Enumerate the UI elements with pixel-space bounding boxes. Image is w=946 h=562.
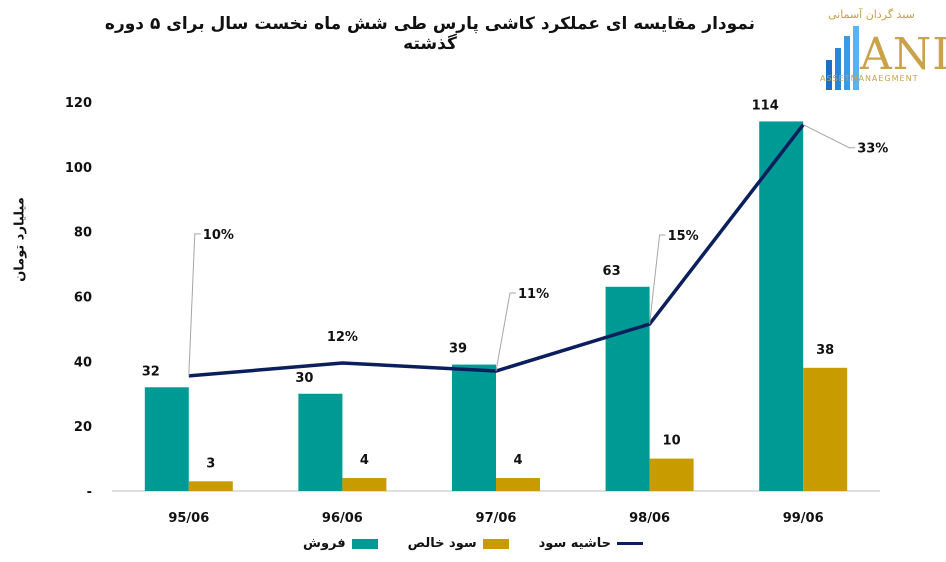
- net-profit-data-label: 4: [360, 453, 369, 468]
- y-tick-label: -: [87, 485, 92, 500]
- y-tick-label: 60: [74, 291, 92, 306]
- margin-leader-line: [649, 234, 666, 325]
- legend-item-net-profit: سود خالص: [408, 536, 509, 551]
- sales-bar: [144, 387, 189, 491]
- x-tick-label: 98/06: [629, 511, 670, 526]
- y-tick-label: 80: [74, 226, 92, 241]
- net-profit-data-label: 3: [206, 456, 215, 471]
- sales-bar: [298, 393, 343, 491]
- logo-tagline: سبد گردان آسمانی: [828, 8, 915, 21]
- logo-subtitle: ASSETMANAEGMENT: [820, 74, 919, 83]
- net-profit-data-label: 10: [663, 434, 681, 449]
- y-tick-label: 40: [74, 355, 92, 370]
- sales-bar: [605, 286, 650, 491]
- x-tick-label: 99/06: [783, 511, 824, 526]
- legend-label-net-profit: سود خالص: [407, 536, 477, 551]
- x-tick-label: 96/06: [322, 511, 363, 526]
- x-tick-label: 97/06: [476, 511, 517, 526]
- legend-swatch-net-profit: [482, 538, 509, 549]
- sales-bar: [759, 121, 804, 491]
- y-tick-label: 20: [74, 420, 92, 435]
- chart-canvas: - 20 40 60 80 100 120 32 3 95/06 30 4 96/06 39 4 97/06 6…: [65, 96, 888, 526]
- sales-data-label: 30: [295, 371, 313, 386]
- logo-bars-icon: [826, 26, 859, 90]
- legend-label-sales: فروش: [303, 536, 346, 551]
- profit-margin-data-label: 11%: [518, 287, 549, 302]
- legend-swatch-profit-margin: [616, 542, 643, 545]
- margin-leader-line: [802, 124, 856, 149]
- net-profit-data-label: 38: [816, 343, 834, 358]
- legend-swatch-sales: [351, 538, 378, 549]
- sales-data-label: 63: [603, 264, 621, 279]
- logo-wordmark: ANI: [860, 29, 946, 80]
- net-profit-bar: [188, 481, 233, 491]
- net-profit-bar: [649, 458, 694, 491]
- margin-leader-line: [495, 292, 516, 372]
- net-profit-data-label: 4: [513, 453, 522, 468]
- legend-item-profit-margin: حاشیه سود: [539, 536, 643, 551]
- profit-margin-data-label: 12%: [327, 330, 358, 345]
- chart-legend: فروش سود خالص حاشیه سود: [0, 536, 946, 551]
- profit-margin-line: [188, 123, 805, 378]
- profit-margin-data-label: 15%: [668, 229, 699, 244]
- sales-data-label: 32: [142, 364, 160, 379]
- sales-data-label: 114: [752, 98, 779, 113]
- net-profit-bar: [496, 478, 540, 491]
- profit-margin-data-label: 33%: [857, 142, 888, 157]
- sales-data-label: 39: [449, 342, 467, 357]
- chart-title: نمودار مقایسه ای عملکرد کاشی پارس طی شش …: [104, 14, 756, 54]
- y-tick-label: 100: [65, 161, 92, 176]
- legend-label-profit-margin: حاشیه سود: [538, 536, 611, 551]
- sales-bar: [452, 364, 496, 491]
- profit-margin-data-label: 10%: [203, 228, 234, 243]
- x-tick-label: 95/06: [168, 511, 209, 526]
- margin-leader-line: [188, 233, 201, 376]
- y-tick-label: 120: [65, 96, 92, 111]
- net-profit-bar: [342, 478, 387, 491]
- legend-item-sales: فروش: [303, 536, 378, 551]
- net-profit-bar: [803, 367, 848, 491]
- company-logo: سبد گردان آسمانی ANI ASSETMANAEGMENT: [820, 8, 946, 90]
